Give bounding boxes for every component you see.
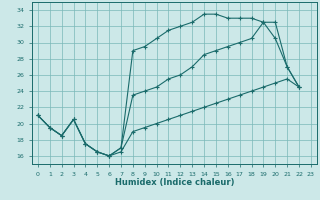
X-axis label: Humidex (Indice chaleur): Humidex (Indice chaleur) — [115, 178, 234, 187]
